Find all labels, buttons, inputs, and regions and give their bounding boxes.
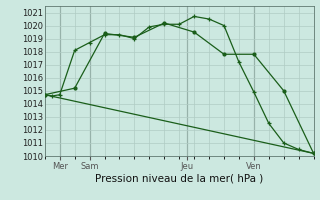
X-axis label: Pression niveau de la mer( hPa ): Pression niveau de la mer( hPa ) [95,173,263,183]
